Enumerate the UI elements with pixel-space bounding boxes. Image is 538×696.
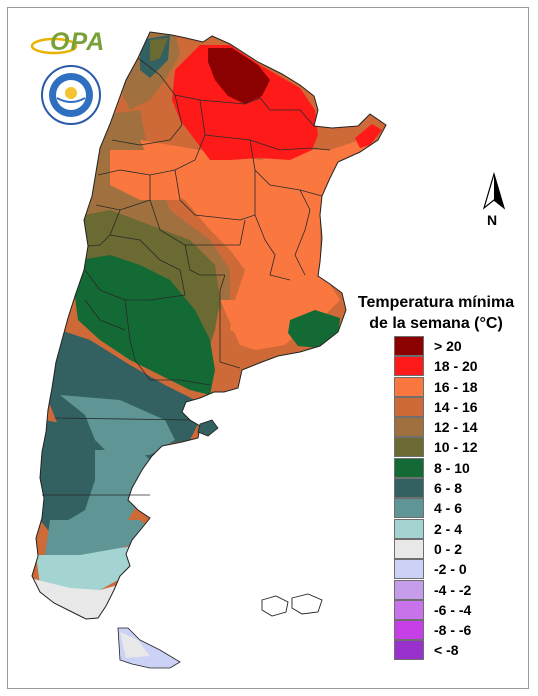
island-east xyxy=(291,593,323,615)
opa-logo-text: OPA xyxy=(50,28,106,56)
zone-8-10-band xyxy=(74,255,215,395)
legend-swatch xyxy=(394,559,424,580)
zone-8-10-coast xyxy=(288,310,340,348)
border-north xyxy=(137,57,315,127)
border-entrerios xyxy=(294,189,311,276)
legend-swatch xyxy=(394,437,424,458)
legend-swatch xyxy=(394,478,424,499)
zone-0-2 xyxy=(32,578,118,619)
legend-label: -8 - -6 xyxy=(434,622,472,639)
border-chaco xyxy=(204,134,331,151)
legend-swatch xyxy=(394,498,424,519)
legend-swatch xyxy=(394,620,424,641)
zone-16-18-pampa xyxy=(220,300,300,350)
border-santafe-north xyxy=(249,139,323,197)
legend-label: 18 - 20 xyxy=(434,358,478,375)
legend-label: 10 - 12 xyxy=(434,439,478,456)
legend-swatch xyxy=(394,336,424,356)
legend-title: Temperatura mínima de la semana (°C) xyxy=(340,292,532,334)
north-label: N xyxy=(487,212,498,228)
opa-logo: OPA xyxy=(30,26,110,60)
zone-above-20 xyxy=(208,48,270,104)
zone-4-6-a xyxy=(60,395,175,455)
legend-label: < -8 xyxy=(434,642,459,659)
legend-label: 0 - 2 xyxy=(434,540,463,557)
border-buenosaires-west xyxy=(219,274,241,369)
legend-swatch xyxy=(394,356,424,377)
zone-2-4 xyxy=(36,545,140,590)
zone-10-12-puna xyxy=(150,38,168,62)
legend-label: -4 - -2 xyxy=(434,581,472,598)
legend-label: -2 - 0 xyxy=(434,561,467,578)
legend-label: 2 - 4 xyxy=(434,520,463,537)
legend-swatch xyxy=(394,579,424,600)
border-mendoza xyxy=(84,234,186,301)
legend-label: 4 - 6 xyxy=(434,500,463,517)
legend-swatch xyxy=(394,538,424,559)
legend-label: 8 - 10 xyxy=(434,459,470,476)
legend-label: 12 - 14 xyxy=(434,419,478,436)
zone-16-18-east xyxy=(140,130,380,340)
malvinas-islands xyxy=(261,593,323,617)
border-santiago xyxy=(174,169,256,221)
legend-swatch xyxy=(394,396,424,417)
legend-title-line2: de la semana (°C) xyxy=(369,315,503,332)
border-salta-tucuman xyxy=(111,94,183,146)
legend-swatch xyxy=(394,376,424,397)
border-larioja xyxy=(95,175,151,211)
legend-label: > 20 xyxy=(434,338,462,354)
zone-4-6-south xyxy=(45,520,150,560)
zone-18-20-misiones xyxy=(355,124,382,148)
island-west xyxy=(261,595,289,617)
argentina-outline xyxy=(31,31,387,620)
legend-swatch xyxy=(394,417,424,438)
border-lapampa xyxy=(124,299,211,386)
province-borders xyxy=(42,57,331,496)
border-neuquen xyxy=(84,299,126,331)
peninsula-valdes xyxy=(197,419,219,437)
north-arrow: N xyxy=(478,171,510,234)
legend-title-line1: Temperatura mínima xyxy=(357,294,515,311)
legend-swatch xyxy=(394,599,424,620)
border-sanluis xyxy=(184,244,225,276)
legend-swatch xyxy=(394,457,424,478)
legend-label: 14 - 16 xyxy=(434,398,478,415)
legend-label: 16 - 18 xyxy=(434,378,478,395)
legend-swatch xyxy=(394,518,424,539)
border-sanjuan xyxy=(87,209,121,247)
legend-swatch xyxy=(394,640,424,661)
smn-seal-logo xyxy=(40,64,102,126)
legend-label: 6 - 8 xyxy=(434,480,463,497)
border-santafe-south xyxy=(254,214,291,281)
border-chubut-north xyxy=(54,417,191,421)
tierra-del-fuego-warm xyxy=(120,632,150,658)
legend-label: -6 - -4 xyxy=(434,601,472,618)
